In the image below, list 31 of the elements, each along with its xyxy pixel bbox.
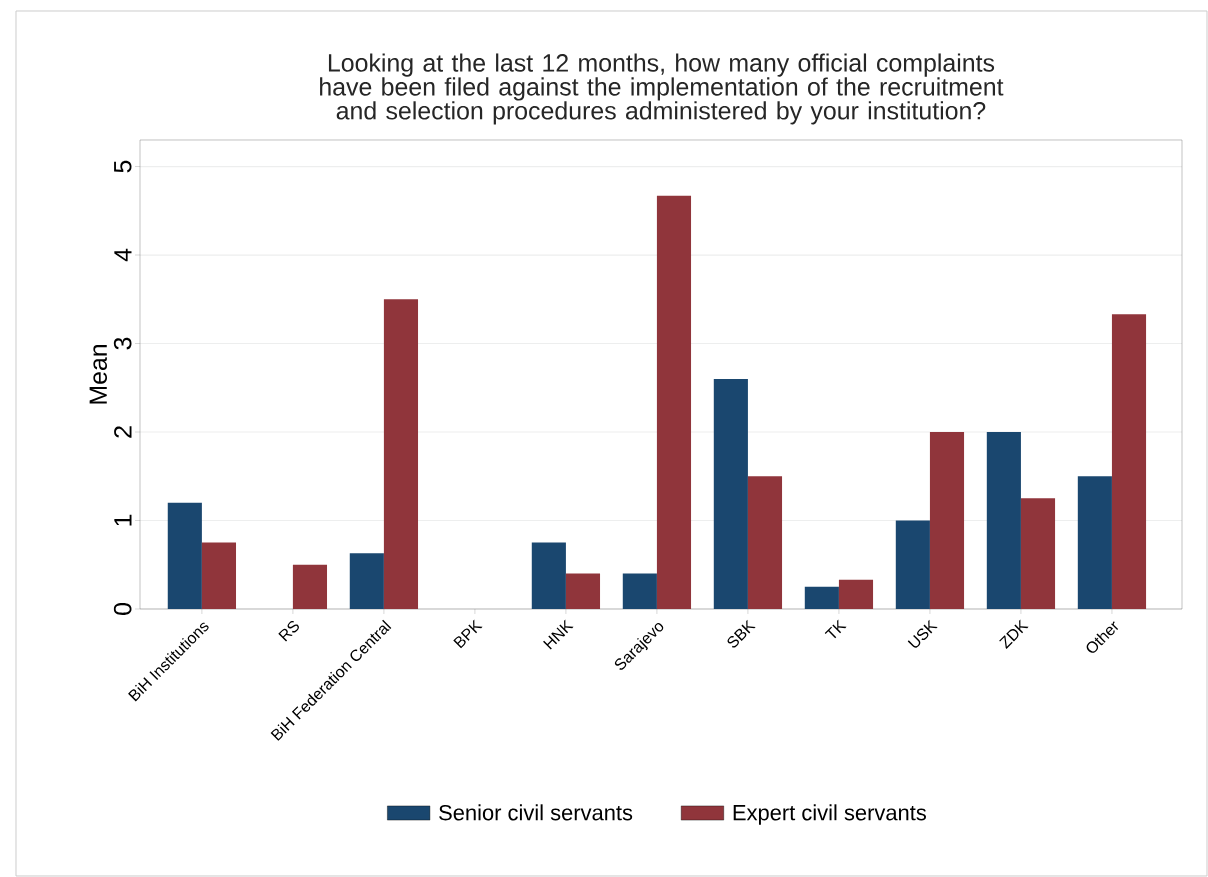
y-tick-label: 3	[113, 337, 132, 350]
bar	[201, 542, 237, 609]
bar	[565, 573, 601, 609]
bar	[838, 579, 874, 609]
bar	[1020, 498, 1056, 609]
y-tick-label: 5	[114, 160, 132, 173]
bar	[713, 378, 748, 609]
y-tick-label: 2	[114, 426, 132, 438]
bar	[895, 520, 930, 609]
legend-label: Senior civil servants	[439, 804, 633, 821]
bar	[986, 432, 1021, 609]
legend-label: Expert civil servants	[733, 804, 926, 825]
bar	[804, 586, 839, 609]
bar	[349, 553, 384, 609]
bar	[292, 564, 328, 609]
x-tick-label: RS	[278, 620, 299, 642]
y-tick-label: 0	[113, 603, 132, 615]
bar	[622, 573, 657, 609]
y-tick-label: 4	[114, 248, 132, 262]
bar	[747, 476, 783, 609]
bar	[531, 542, 566, 609]
bar	[656, 195, 692, 609]
y-tick-label: 1	[114, 514, 132, 526]
bar	[383, 299, 419, 609]
chart-title: Looking at the last 12 months, how many official complaints have been filed against the implementation of the recruitment and selection procedures administered by your institution?	[320, 53, 1004, 125]
bar	[1111, 314, 1147, 609]
y-axis-title: Mean	[89, 344, 108, 404]
x-tick-label: TK	[824, 619, 847, 639]
bar	[929, 432, 965, 609]
bar	[167, 502, 202, 609]
bar	[1077, 476, 1112, 609]
